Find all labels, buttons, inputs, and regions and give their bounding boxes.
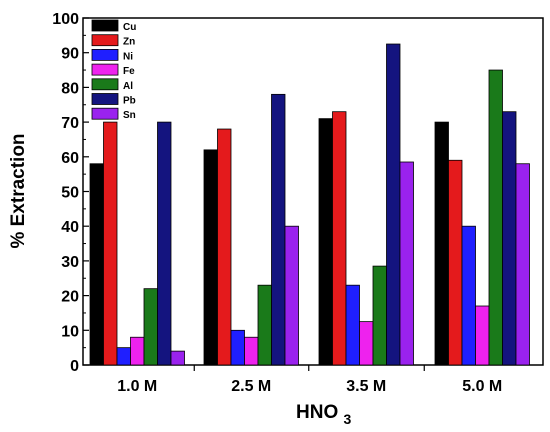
y-tick-label: 30	[61, 254, 79, 271]
legend-swatch-pb	[91, 93, 119, 105]
legend-swatch-zn	[91, 34, 119, 47]
x-axis-title: HNO 3	[296, 402, 352, 427]
bar-ni-3	[345, 284, 360, 366]
bar-zn-3	[332, 111, 347, 366]
bar-pb-4	[502, 111, 517, 366]
bar-fe-1	[130, 336, 145, 366]
y-tick-label: 50	[61, 185, 79, 202]
legend-swatch-al	[91, 78, 119, 91]
legend-swatch-cu	[91, 19, 119, 32]
y-tick-label: 60	[61, 150, 79, 167]
x-axis-title-main: HNO	[296, 402, 338, 423]
bar-ni-4	[461, 225, 476, 366]
y-axis-title: % Extraction	[8, 133, 29, 248]
bar-pb-2	[271, 93, 286, 366]
x-axis-title-subscript: 3	[344, 411, 352, 427]
legend-label-sn: Sn	[123, 110, 136, 121]
y-tick-label: 100	[52, 11, 79, 28]
legend: Cu Zn Ni Fe Al Pb Sn	[91, 19, 136, 121]
y-tick-label: 40	[61, 219, 79, 236]
bar-zn-4	[448, 159, 463, 366]
bar-fe-3	[359, 321, 374, 366]
y-tick-label: 90	[61, 46, 79, 63]
legend-label-al: Al	[123, 81, 133, 92]
legend-label-zn: Zn	[123, 37, 135, 48]
bar-cu-3	[318, 118, 333, 366]
bar-sn-1	[170, 350, 185, 366]
legend-swatch-ni	[91, 49, 119, 61]
bar-zn-2	[217, 128, 232, 366]
y-tick-label: 10	[61, 323, 79, 340]
bar-fe-2	[244, 336, 259, 366]
bar-zn-1	[103, 121, 118, 366]
bars-layer	[89, 43, 530, 366]
x-tick-label: 5.0 M	[462, 378, 502, 395]
bar-ni-2	[230, 329, 245, 366]
bar-sn-4	[515, 163, 530, 366]
axes-layer: 0 10 20 30 40 50 60 70 80 90 100 1.0 M 2.5 M 3.5 M 5.0…	[52, 11, 502, 395]
x-tick-label: 1.0 M	[117, 378, 157, 395]
bar-pb-1	[157, 121, 172, 366]
bar-ni-1	[116, 347, 131, 366]
legend-label-pb: Pb	[123, 96, 136, 107]
bar-cu-2	[203, 149, 218, 366]
bar-sn-3	[399, 161, 414, 366]
bar-al-2	[257, 284, 272, 366]
bar-al-4	[488, 69, 503, 366]
bar-al-3	[372, 265, 387, 366]
legend-label-ni: Ni	[123, 51, 133, 62]
legend-label-fe: Fe	[123, 66, 135, 77]
bar-cu-4	[434, 121, 449, 366]
legend-label-cu: Cu	[123, 22, 136, 33]
y-tick-label: 20	[61, 289, 79, 306]
y-tick-label: 0	[70, 358, 79, 375]
bar-sn-2	[284, 225, 299, 366]
bar-cu-1	[89, 163, 104, 366]
bar-fe-4	[475, 305, 490, 366]
y-tick-label: 80	[61, 80, 79, 97]
legend-swatch-sn	[91, 107, 119, 120]
legend-swatch-fe	[91, 63, 119, 76]
y-tick-label: 70	[61, 115, 79, 132]
x-tick-label: 3.5 M	[346, 378, 386, 395]
bar-al-1	[143, 288, 158, 366]
bar-pb-3	[386, 43, 401, 366]
x-tick-label: 2.5 M	[231, 378, 271, 395]
